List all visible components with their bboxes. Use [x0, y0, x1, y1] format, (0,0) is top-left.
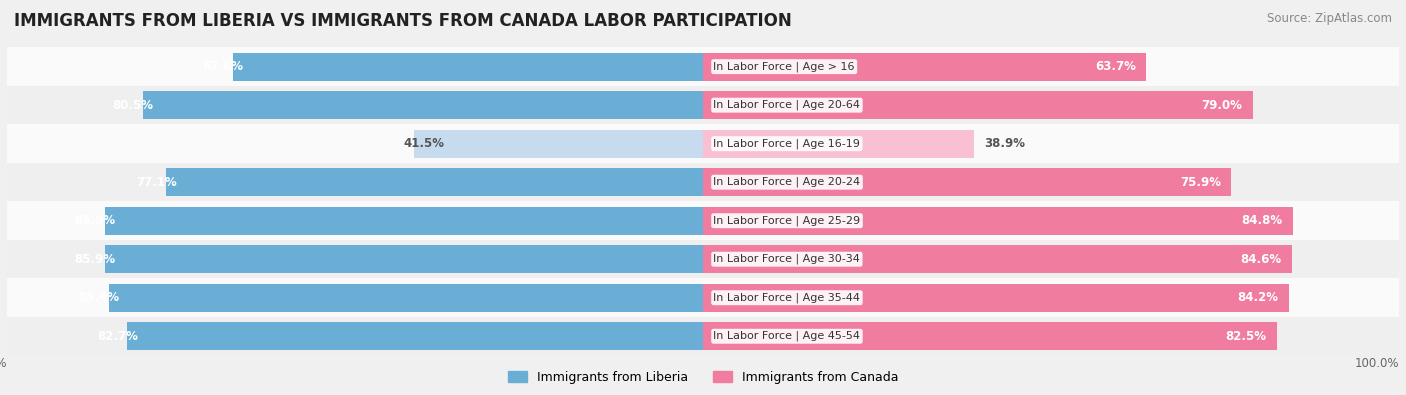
- Text: In Labor Force | Age > 16: In Labor Force | Age > 16: [713, 61, 855, 72]
- Bar: [703, 168, 1232, 196]
- Bar: [232, 53, 703, 81]
- Bar: [7, 240, 703, 278]
- Bar: [166, 168, 703, 196]
- Text: 63.7%: 63.7%: [1095, 60, 1136, 73]
- Text: 85.4%: 85.4%: [77, 291, 120, 304]
- Bar: [703, 245, 1292, 273]
- Text: 79.0%: 79.0%: [1202, 99, 1243, 112]
- Bar: [703, 317, 1399, 356]
- Bar: [703, 163, 1399, 201]
- Bar: [703, 91, 1253, 119]
- Text: 41.5%: 41.5%: [404, 137, 444, 150]
- Text: In Labor Force | Age 20-64: In Labor Force | Age 20-64: [713, 100, 860, 111]
- Text: 84.8%: 84.8%: [1241, 214, 1282, 227]
- Text: 38.9%: 38.9%: [984, 137, 1025, 150]
- Bar: [703, 201, 1399, 240]
- Text: 84.6%: 84.6%: [1240, 253, 1281, 266]
- Bar: [703, 130, 974, 158]
- Text: 84.2%: 84.2%: [1237, 291, 1278, 304]
- Bar: [703, 53, 1146, 81]
- Bar: [143, 91, 703, 119]
- Text: In Labor Force | Age 20-24: In Labor Force | Age 20-24: [713, 177, 860, 188]
- Bar: [415, 130, 703, 158]
- Bar: [703, 86, 1399, 124]
- Bar: [105, 245, 703, 273]
- Text: 80.5%: 80.5%: [112, 99, 153, 112]
- Text: IMMIGRANTS FROM LIBERIA VS IMMIGRANTS FROM CANADA LABOR PARTICIPATION: IMMIGRANTS FROM LIBERIA VS IMMIGRANTS FR…: [14, 12, 792, 30]
- Text: 67.6%: 67.6%: [202, 60, 243, 73]
- Bar: [703, 322, 1277, 350]
- Text: In Labor Force | Age 30-34: In Labor Force | Age 30-34: [713, 254, 860, 265]
- Bar: [128, 322, 703, 350]
- Bar: [108, 284, 703, 312]
- Text: In Labor Force | Age 16-19: In Labor Force | Age 16-19: [713, 138, 860, 149]
- Bar: [703, 124, 1399, 163]
- Bar: [703, 240, 1399, 278]
- Bar: [7, 163, 703, 201]
- Bar: [703, 278, 1399, 317]
- Bar: [7, 86, 703, 124]
- Bar: [703, 47, 1399, 86]
- Text: 75.9%: 75.9%: [1180, 176, 1220, 189]
- Text: Source: ZipAtlas.com: Source: ZipAtlas.com: [1267, 12, 1392, 25]
- Text: In Labor Force | Age 25-29: In Labor Force | Age 25-29: [713, 215, 860, 226]
- Bar: [7, 317, 703, 356]
- Bar: [7, 201, 703, 240]
- Text: 85.9%: 85.9%: [75, 253, 115, 266]
- Text: 82.7%: 82.7%: [97, 330, 138, 343]
- Text: 100.0%: 100.0%: [0, 357, 7, 371]
- Text: 77.1%: 77.1%: [136, 176, 177, 189]
- Bar: [703, 207, 1294, 235]
- Bar: [105, 207, 703, 235]
- Legend: Immigrants from Liberia, Immigrants from Canada: Immigrants from Liberia, Immigrants from…: [503, 366, 903, 389]
- Bar: [7, 278, 703, 317]
- Text: In Labor Force | Age 35-44: In Labor Force | Age 35-44: [713, 292, 860, 303]
- Text: In Labor Force | Age 45-54: In Labor Force | Age 45-54: [713, 331, 860, 342]
- Text: 85.9%: 85.9%: [75, 214, 115, 227]
- Bar: [7, 47, 703, 86]
- Text: 82.5%: 82.5%: [1226, 330, 1267, 343]
- Text: 100.0%: 100.0%: [1354, 357, 1399, 371]
- Bar: [703, 284, 1289, 312]
- Bar: [7, 124, 703, 163]
